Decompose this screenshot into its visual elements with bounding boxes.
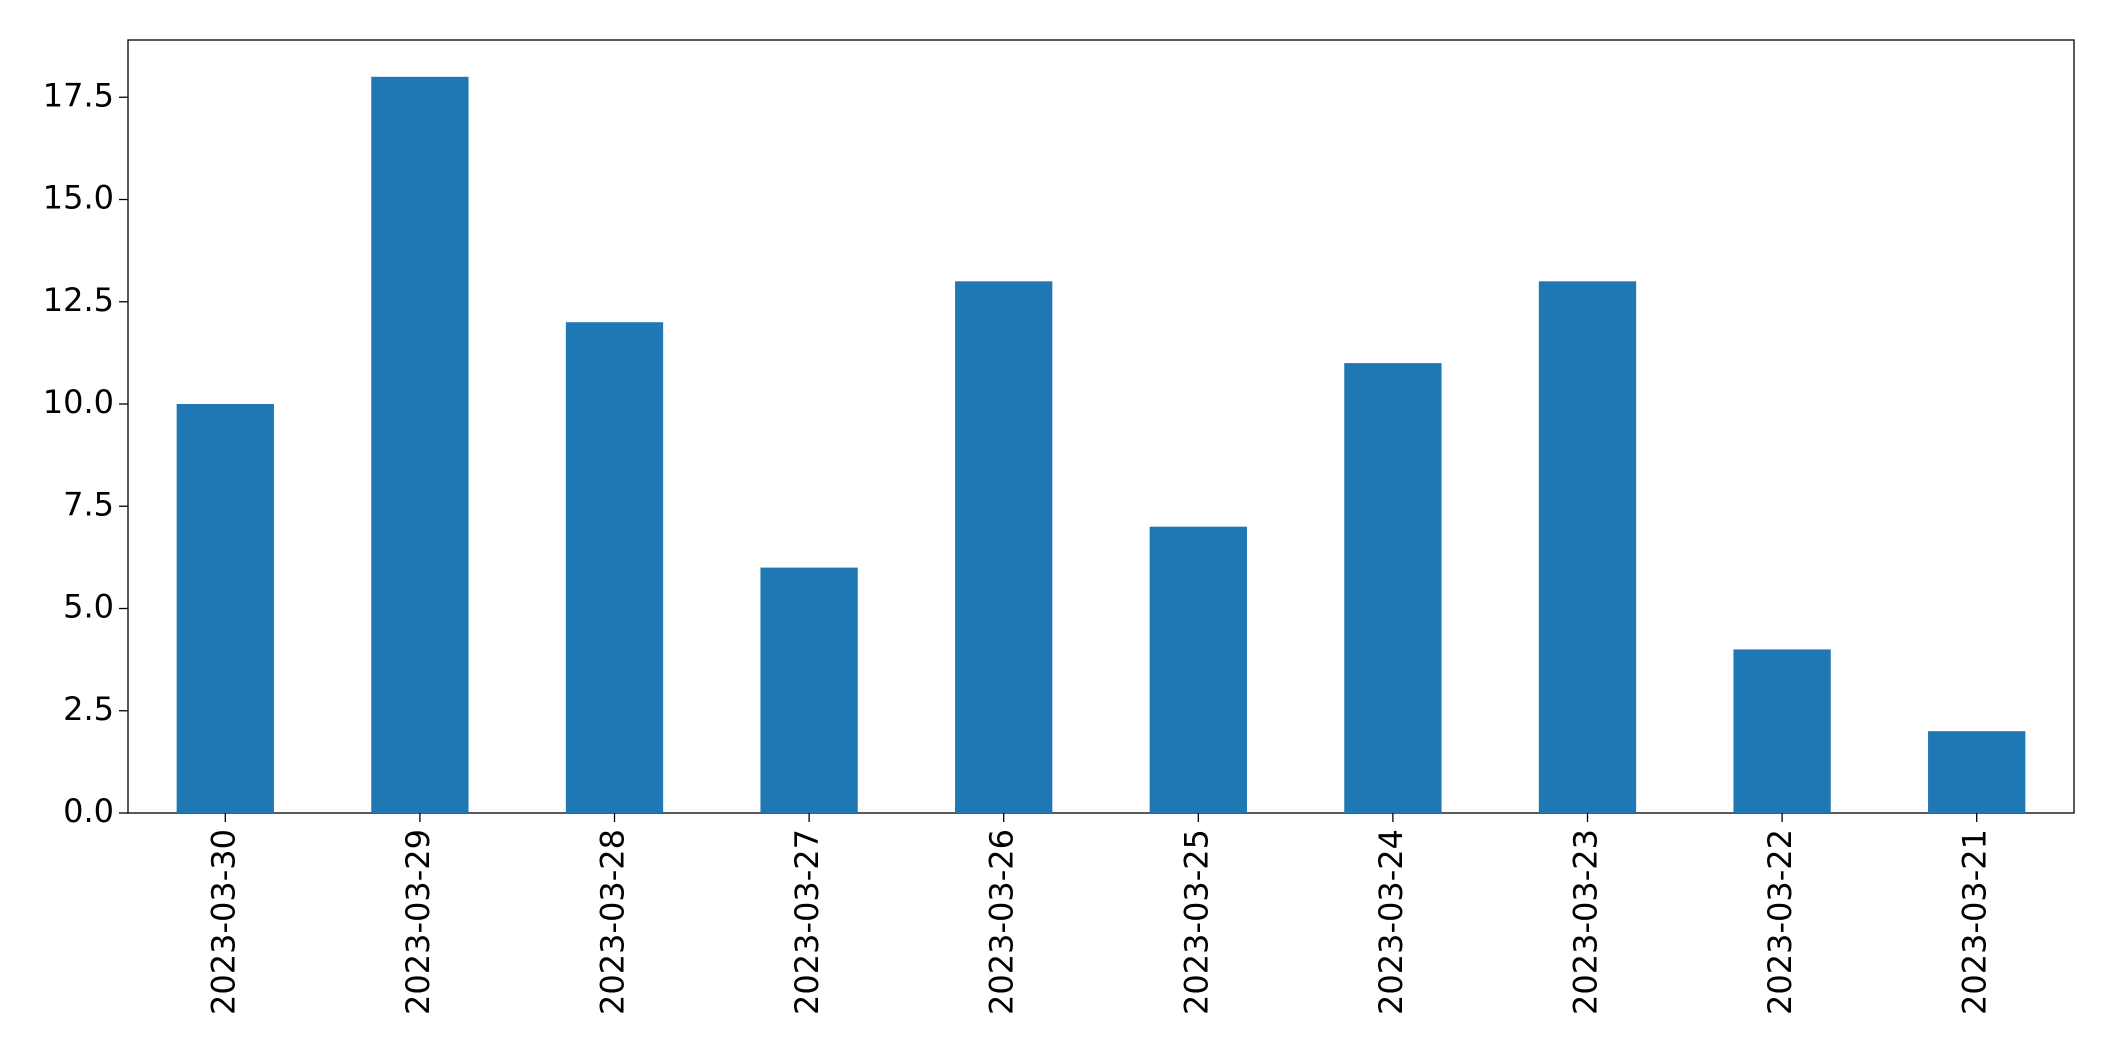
y-tick-label: 12.5 xyxy=(43,281,114,319)
y-tick-label: 15.0 xyxy=(43,179,114,217)
x-tick-label: 2023-03-25 xyxy=(1177,829,1215,1015)
y-tick-label: 10.0 xyxy=(43,383,114,421)
x-tick-label: 2023-03-27 xyxy=(788,829,826,1015)
bar xyxy=(371,76,469,814)
bar xyxy=(1538,281,1637,813)
x-tick-label: 2023-03-22 xyxy=(1761,829,1799,1015)
bar xyxy=(176,404,274,813)
bar xyxy=(955,281,1053,813)
x-tick-label: 2023-03-29 xyxy=(399,829,437,1015)
bar xyxy=(565,322,664,813)
bar xyxy=(1928,731,2026,813)
x-tick-label: 2023-03-30 xyxy=(204,829,242,1015)
bar xyxy=(1149,526,1247,813)
y-tick-label: 0.0 xyxy=(63,792,114,830)
bar xyxy=(760,567,858,813)
y-tick-label: 7.5 xyxy=(63,485,114,523)
bar xyxy=(1344,363,1442,813)
x-tick-label: 2023-03-28 xyxy=(594,829,632,1015)
x-tick-label: 2023-03-21 xyxy=(1956,829,1994,1015)
y-tick-label: 17.5 xyxy=(43,76,114,114)
y-tick-label: 2.5 xyxy=(63,690,114,728)
x-tick-label: 2023-03-24 xyxy=(1372,829,1410,1015)
x-tick-label: 2023-03-23 xyxy=(1567,829,1605,1015)
bar xyxy=(1733,649,1831,813)
x-tick-label: 2023-03-26 xyxy=(983,829,1021,1015)
y-tick-label: 5.0 xyxy=(63,588,114,626)
axes-frame xyxy=(127,39,2075,814)
